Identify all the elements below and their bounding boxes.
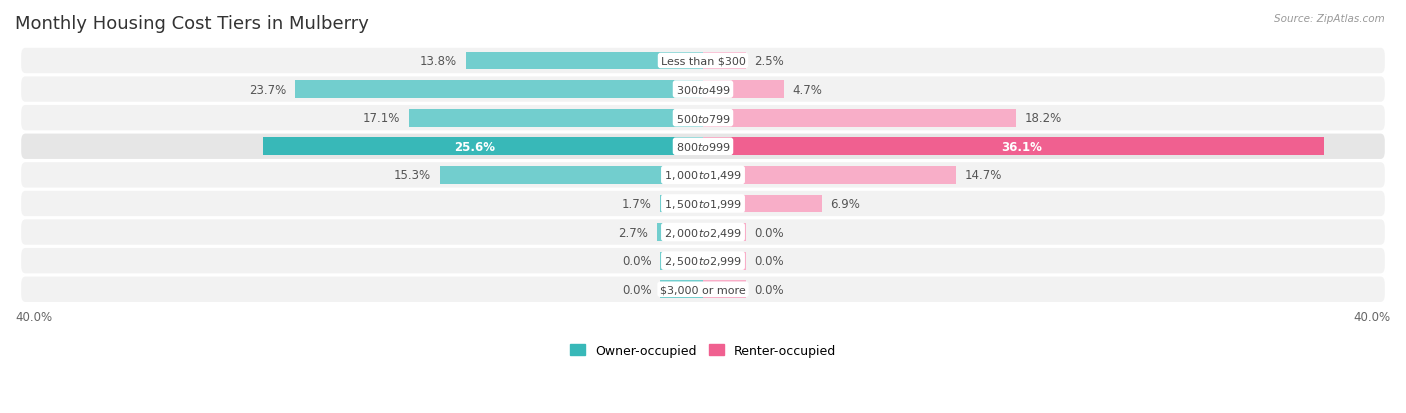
Bar [659, 252, 703, 270]
Bar [659, 195, 703, 213]
Text: 0.0%: 0.0% [755, 226, 785, 239]
Bar [440, 166, 703, 184]
Text: 6.9%: 6.9% [831, 197, 860, 211]
Text: $1,000 to $1,499: $1,000 to $1,499 [664, 169, 742, 182]
Text: $500 to $799: $500 to $799 [675, 112, 731, 124]
Bar [465, 52, 703, 70]
Bar [659, 281, 703, 299]
FancyBboxPatch shape [20, 133, 1386, 161]
Text: 18.2%: 18.2% [1025, 112, 1062, 125]
Legend: Owner-occupied, Renter-occupied: Owner-occupied, Renter-occupied [565, 339, 841, 362]
Text: 25.6%: 25.6% [454, 140, 495, 153]
FancyBboxPatch shape [20, 247, 1386, 275]
Text: 0.0%: 0.0% [621, 254, 651, 268]
Text: Monthly Housing Cost Tiers in Mulberry: Monthly Housing Cost Tiers in Mulberry [15, 15, 368, 33]
FancyBboxPatch shape [20, 104, 1386, 132]
Text: Less than $300: Less than $300 [661, 56, 745, 66]
Text: 0.0%: 0.0% [621, 283, 651, 296]
FancyBboxPatch shape [20, 276, 1386, 303]
Text: 2.5%: 2.5% [755, 55, 785, 68]
Text: Source: ZipAtlas.com: Source: ZipAtlas.com [1274, 14, 1385, 24]
Bar [703, 109, 1017, 127]
Bar [703, 138, 1324, 156]
Text: 4.7%: 4.7% [793, 83, 823, 96]
Text: 14.7%: 14.7% [965, 169, 1002, 182]
FancyBboxPatch shape [20, 47, 1386, 75]
FancyBboxPatch shape [20, 162, 1386, 189]
Bar [703, 252, 747, 270]
Text: 0.0%: 0.0% [755, 254, 785, 268]
Text: 36.1%: 36.1% [1001, 140, 1042, 153]
Bar [263, 138, 703, 156]
Bar [703, 281, 747, 299]
Bar [703, 195, 821, 213]
FancyBboxPatch shape [20, 76, 1386, 104]
Text: 40.0%: 40.0% [15, 310, 52, 323]
Text: 1.7%: 1.7% [621, 197, 651, 211]
Text: 23.7%: 23.7% [249, 83, 287, 96]
Text: 17.1%: 17.1% [363, 112, 401, 125]
Bar [657, 224, 703, 241]
Bar [703, 52, 747, 70]
Text: 15.3%: 15.3% [394, 169, 432, 182]
Text: $800 to $999: $800 to $999 [675, 141, 731, 153]
Text: 40.0%: 40.0% [1354, 310, 1391, 323]
Text: $2,000 to $2,499: $2,000 to $2,499 [664, 226, 742, 239]
Text: $300 to $499: $300 to $499 [675, 84, 731, 96]
FancyBboxPatch shape [20, 219, 1386, 246]
Text: $1,500 to $1,999: $1,500 to $1,999 [664, 197, 742, 211]
Bar [295, 81, 703, 99]
Text: $2,500 to $2,999: $2,500 to $2,999 [664, 254, 742, 268]
Bar [703, 224, 747, 241]
Text: 2.7%: 2.7% [619, 226, 648, 239]
Bar [409, 109, 703, 127]
Text: 0.0%: 0.0% [755, 283, 785, 296]
Text: 13.8%: 13.8% [420, 55, 457, 68]
Text: $3,000 or more: $3,000 or more [661, 285, 745, 294]
FancyBboxPatch shape [20, 190, 1386, 218]
Bar [703, 81, 783, 99]
Bar [703, 166, 956, 184]
